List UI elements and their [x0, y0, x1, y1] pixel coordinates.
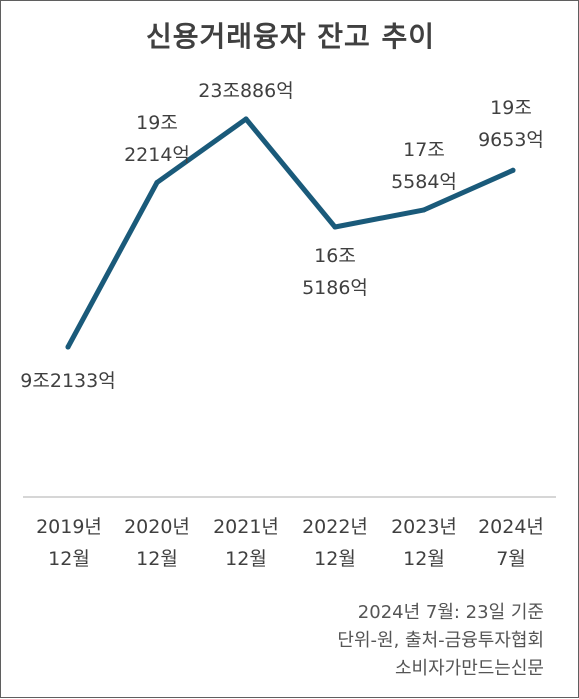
x-tick-label-1-line-2: 12월: [48, 548, 90, 570]
data-label-1-line-1: 9조2133억: [20, 370, 115, 392]
data-point-5: [421, 207, 427, 213]
x-tick-label-3: 2021년 12월: [213, 516, 279, 570]
chart-title: 신용거래융자 잔고 추이: [145, 20, 436, 53]
data-label-5: 17조 5584억: [391, 139, 457, 193]
x-tick-label-3-line-1: 2021년: [213, 516, 279, 538]
x-tick-label-4-line-1: 2022년: [302, 516, 368, 538]
chart-notes: 2024년 7월: 23일 기준 단위-원, 출처-금융투자협회 소비자가만드는…: [337, 599, 544, 683]
x-tick-label-6: 2024년 7월: [478, 516, 544, 570]
data-label-6-line-1: 19조: [490, 97, 532, 119]
x-tick-label-2-line-2: 12월: [136, 548, 178, 570]
x-tick-label-5: 2023년 12월: [391, 516, 457, 570]
data-label-2: 19조 2214억: [124, 112, 190, 166]
x-tick-label-1-line-1: 2019년: [36, 516, 102, 538]
data-label-4-line-2: 5186억: [302, 277, 368, 299]
data-point-4: [332, 224, 338, 230]
x-tick-label-4-line-2: 12월: [314, 548, 356, 570]
note-reference-date: 2024년 7월: 23일 기준: [357, 602, 544, 623]
x-tick-label-2-line-1: 2020년: [124, 516, 190, 538]
x-tick-label-5-line-1: 2023년: [391, 516, 457, 538]
x-tick-label-6-line-1: 2024년: [478, 516, 544, 538]
data-point-6: [510, 167, 516, 173]
data-label-2-line-1: 19조: [136, 112, 178, 134]
x-tick-label-5-line-2: 12월: [403, 548, 445, 570]
data-label-3: 23조886억: [198, 80, 293, 102]
data-label-1: 9조2133억: [20, 370, 115, 392]
x-tick-label-3-line-2: 12월: [225, 548, 267, 570]
data-point-3: [243, 116, 249, 122]
data-point-1: [65, 344, 71, 350]
x-tick-label-6-line-2: 7월: [496, 548, 526, 570]
data-label-2-line-2: 2214억: [124, 144, 190, 166]
data-label-5-line-2: 5584억: [391, 171, 457, 193]
data-label-5-line-1: 17조: [403, 139, 445, 161]
note-unit-source: 단위-원, 출처-금융투자협회: [337, 630, 544, 651]
series-line: [65, 116, 516, 350]
x-tick-label-1: 2019년 12월: [36, 516, 102, 570]
data-label-6: 19조 9653억: [478, 97, 544, 151]
data-label-4-line-1: 16조: [314, 245, 356, 267]
data-label-4: 16조 5186억: [302, 245, 368, 299]
data-label-6-line-2: 9653억: [478, 129, 544, 151]
data-label-3-line-1: 23조886억: [198, 80, 293, 102]
note-publisher: 소비자가만드는신문: [394, 658, 544, 679]
x-tick-label-4: 2022년 12월: [302, 516, 368, 570]
data-point-2: [154, 180, 160, 185]
x-tick-label-2: 2020년 12월: [124, 516, 190, 570]
